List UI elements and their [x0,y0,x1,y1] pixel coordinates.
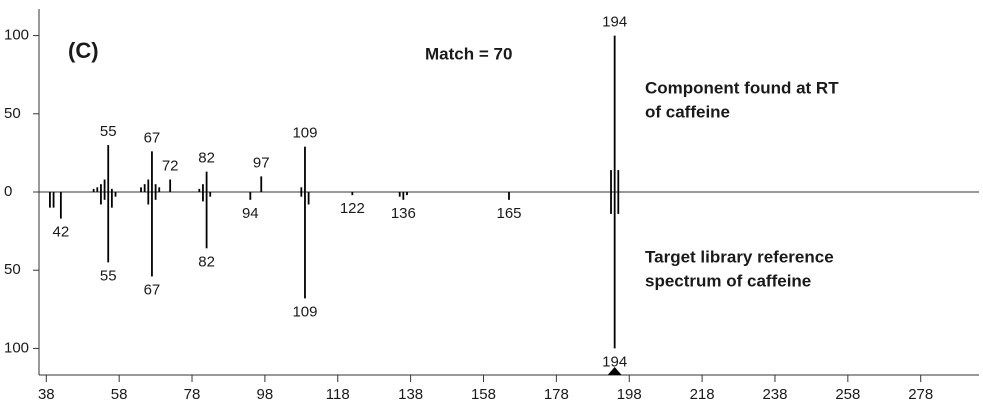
x-tick-label: 118 [326,386,350,403]
upper-caption: Component found at RT [645,78,839,97]
y-tick-label: 0 [4,183,12,200]
peak-label: 55 [100,267,117,284]
peak-label: 55 [100,123,117,140]
y-tick-label: 100 [4,339,29,356]
peak-label: 136 [391,205,416,222]
upper-caption: of caffeine [645,102,730,121]
rt-marker [607,367,622,375]
peak-label: 109 [292,125,317,142]
peak-label: 67 [144,281,161,298]
x-tick-label: 138 [398,386,423,403]
peak-label: 122 [340,200,365,217]
lower-caption: spectrum of caffeine [645,271,811,290]
x-tick-label: 158 [471,386,496,403]
x-tick-label: 198 [617,386,642,403]
peak-label: 82 [198,253,215,270]
peak-label: 67 [144,129,161,146]
peak-label: 94 [242,205,259,222]
y-tick-label: 50 [4,105,21,122]
peak-label: 82 [198,150,215,167]
peak-label: 42 [53,224,70,241]
y-tick-label: 50 [4,261,21,278]
x-tick-label: 58 [111,386,128,403]
x-tick-label: 178 [544,386,569,403]
peak-label: 194 [602,14,627,31]
peak-label: 165 [496,205,521,222]
x-tick-label: 218 [690,386,715,403]
y-tick-label: 100 [4,27,29,44]
peak-label: 97 [253,154,270,171]
panel-label: (C) [68,38,99,63]
annotation: Match = 70 [425,44,512,63]
peak-label: 109 [292,303,317,320]
peak-label: 72 [162,157,179,174]
x-tick-label: 38 [38,386,55,403]
x-tick-label: 238 [762,386,787,403]
x-tick-label: 98 [257,386,274,403]
lower-caption: Target library reference [645,247,834,266]
x-tick-label: 78 [184,386,201,403]
x-tick-label: 278 [908,386,933,403]
peak-label: 194 [602,353,627,370]
x-tick-label: 258 [835,386,860,403]
